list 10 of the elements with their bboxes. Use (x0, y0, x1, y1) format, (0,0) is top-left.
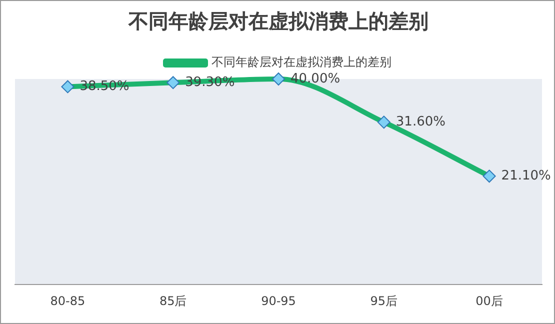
x-tick-label: 85后 (159, 294, 187, 308)
x-tick-label: 95后 (370, 294, 398, 308)
data-label: 40.00% (290, 71, 340, 86)
x-tick-label: 80-85 (50, 294, 86, 308)
data-label: 31.60% (396, 114, 446, 130)
legend-label: 不同年龄层对在虚拟消费上的差别 (212, 55, 392, 70)
data-label: 21.10% (501, 168, 551, 184)
x-tick-label: 00后 (476, 294, 503, 308)
x-tick-label: 90-95 (261, 294, 296, 308)
chart-title: 不同年龄层对在虚拟消费上的差别 (128, 9, 428, 34)
